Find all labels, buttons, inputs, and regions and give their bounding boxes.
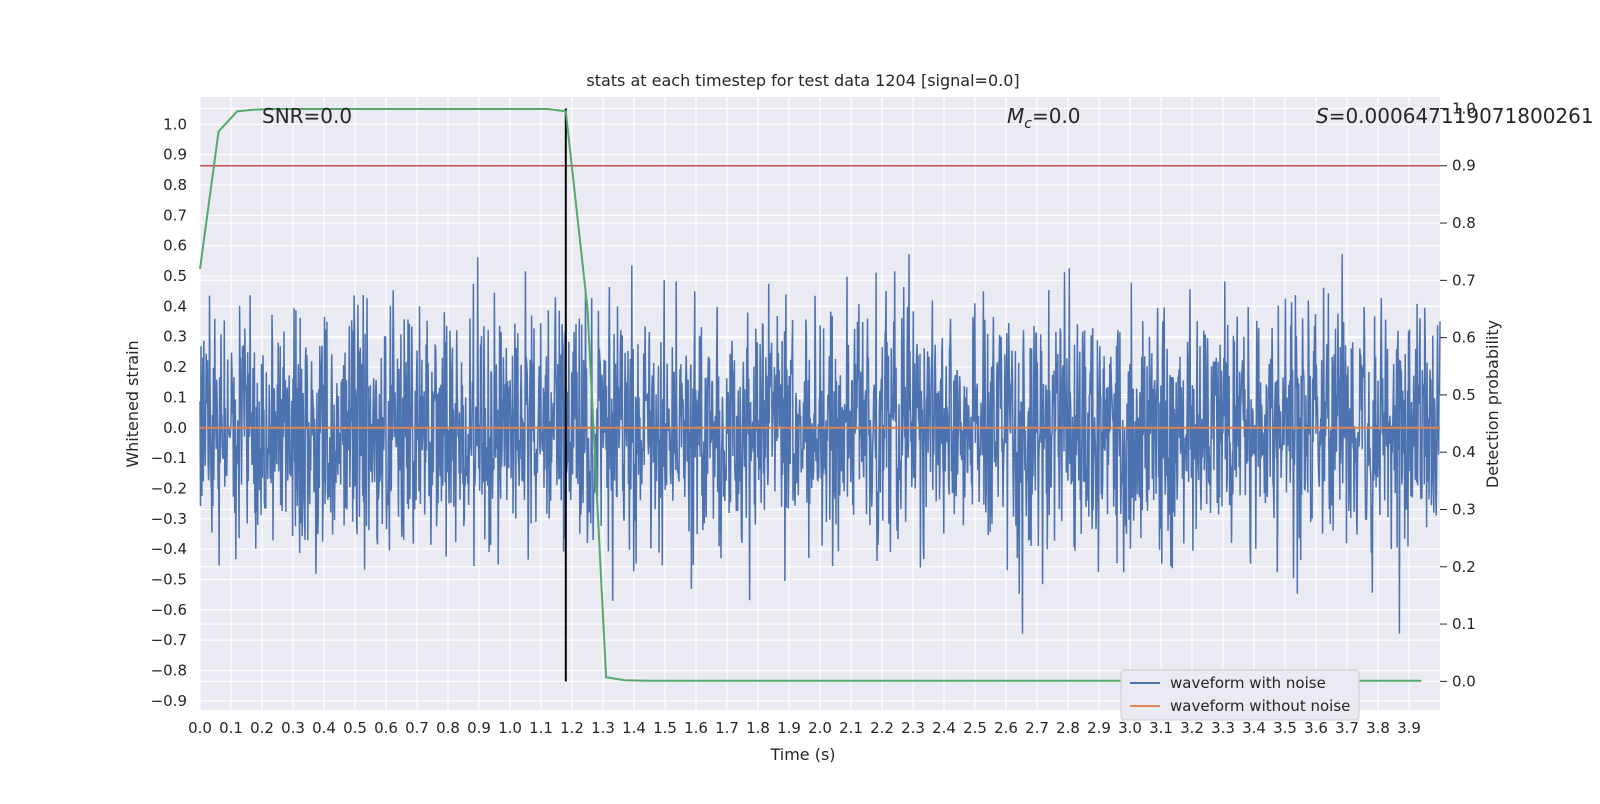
- right-y-tick-labels: 1.0 0.9 0.8 0.7 0.6 0.5 0.4 0.3 0.2 0.1 0.0: [1440, 99, 1476, 690]
- snr-annotation: SNR=0.0: [262, 104, 352, 128]
- x-tick-label: 1.2: [560, 719, 584, 737]
- s-value: =0.000647119071800261: [1329, 104, 1594, 128]
- x-tick-label: 1.1: [529, 719, 553, 737]
- x-tick-labels: 0.0 0.1 0.2 0.3 0.4 0.5 0.6 0.7 0.8 0.9 1.0 1.1 1.2 1…: [188, 719, 1421, 737]
- y-tick-label: −0.6: [151, 601, 187, 619]
- x-tick-label: 0.8: [436, 719, 460, 737]
- y-tick-label: 0.7: [163, 206, 187, 224]
- y-tick-label: 0.8: [163, 176, 187, 194]
- y-tick-label: 0.2: [163, 358, 187, 376]
- y-tick-label: −0.9: [151, 692, 187, 710]
- chirp-mass-subscript: c: [1024, 116, 1032, 132]
- right-y-tick-label: 0.2: [1452, 558, 1476, 576]
- x-tick-label: 2.1: [839, 719, 863, 737]
- chirp-mass-value: =0.0: [1032, 104, 1081, 128]
- x-tick-label: 0.6: [374, 719, 398, 737]
- x-tick-label: 3.3: [1211, 719, 1235, 737]
- series-detection-probability: [199, 108, 1422, 682]
- y-tick-label: 0.0: [163, 419, 187, 437]
- y-tick-label: −0.7: [151, 631, 187, 649]
- x-tick-label: 2.5: [963, 719, 987, 737]
- x-tick-label: 3.1: [1149, 719, 1173, 737]
- x-tick-label: 2.7: [1025, 719, 1049, 737]
- right-y-tick-label: 0.9: [1452, 157, 1476, 175]
- y-tick-label: 0.3: [163, 328, 187, 346]
- x-tick-label: 0.3: [281, 719, 305, 737]
- x-tick-label: 1.3: [591, 719, 615, 737]
- x-tick-label: 2.9: [1087, 719, 1111, 737]
- x-tick-label: 2.4: [932, 719, 956, 737]
- x-tick-label: 2.2: [870, 719, 894, 737]
- chart-title: stats at each timestep for test data 120…: [586, 71, 1019, 90]
- x-tick-label: 3.2: [1180, 719, 1204, 737]
- right-y-tick-label: 0.4: [1452, 443, 1476, 461]
- x-tick-label: 3.8: [1366, 719, 1390, 737]
- x-tick-label: 0.0: [188, 719, 212, 737]
- right-y-tick-label: 0.5: [1452, 386, 1476, 404]
- right-y-tick-label: 0.3: [1452, 500, 1476, 518]
- x-axis-label: Time (s): [769, 745, 835, 764]
- x-tick-label: 3.9: [1397, 719, 1421, 737]
- y-tick-label: −0.3: [151, 510, 187, 528]
- x-tick-label: 3.4: [1242, 719, 1266, 737]
- x-tick-label: 1.8: [746, 719, 770, 737]
- y-tick-label: −0.1: [151, 449, 187, 467]
- x-tick-label: 0.1: [219, 719, 243, 737]
- s-symbol: S: [1316, 104, 1329, 128]
- y-tick-label: 0.1: [163, 388, 187, 406]
- y-tick-labels: 1.0 0.9 0.8 0.7 0.6 0.5 0.4 0.3 0.2 0.1 0.0 −0.1 −0.…: [151, 115, 187, 710]
- y-tick-label: −0.2: [151, 479, 187, 497]
- x-tick-label: 0.5: [343, 719, 367, 737]
- x-tick-label: 1.6: [684, 719, 708, 737]
- x-tick-label: 3.7: [1335, 719, 1359, 737]
- right-y-tick-label: 1.0: [1452, 99, 1476, 117]
- legend-box: [1120, 669, 1360, 721]
- x-tick-label: 3.5: [1273, 719, 1297, 737]
- x-tick-label: 0.2: [250, 719, 274, 737]
- right-y-axis-label: Detection probability: [1483, 320, 1502, 488]
- x-tick-label: 0.9: [467, 719, 491, 737]
- x-tick-label: 3.6: [1304, 719, 1328, 737]
- s-annotation: S=0.000647119071800261: [1316, 104, 1594, 128]
- y-tick-label: 0.6: [163, 237, 187, 255]
- y-tick-label: 1.0: [163, 115, 187, 133]
- y-tick-label: 0.5: [163, 267, 187, 285]
- x-tick-label: 2.8: [1056, 719, 1080, 737]
- y-tick-label: −0.4: [151, 540, 187, 558]
- right-y-tick-label: 0.1: [1452, 615, 1476, 633]
- x-tick-label: 3.0: [1118, 719, 1142, 737]
- x-tick-label: 1.0: [498, 719, 522, 737]
- chirp-mass-annotation: Mc=0.0: [1007, 104, 1081, 132]
- x-tick-label: 1.7: [715, 719, 739, 737]
- right-y-tick-label: 0.8: [1452, 214, 1476, 232]
- y-tick-label: 0.9: [163, 146, 187, 164]
- chirp-mass-symbol: M: [1007, 104, 1024, 128]
- x-tick-label: 1.5: [653, 719, 677, 737]
- x-tick-label: 1.4: [622, 719, 646, 737]
- y-axis-label: Whitened strain: [123, 340, 142, 467]
- x-tick-label: 2.0: [808, 719, 832, 737]
- x-tick-label: 1.9: [777, 719, 801, 737]
- x-tick-label: 0.4: [312, 719, 336, 737]
- series-waveform-with-noise: [199, 254, 1441, 634]
- y-tick-label: −0.8: [151, 662, 187, 680]
- y-tick-label: −0.5: [151, 571, 187, 589]
- right-y-tick-label: 0.6: [1452, 329, 1476, 347]
- legend-label-waveform-with-noise: waveform with noise: [1170, 674, 1326, 692]
- legend-label-waveform-without-noise: waveform without noise: [1170, 697, 1350, 715]
- x-tick-label: 0.7: [405, 719, 429, 737]
- legend: waveform with noise waveform without noi…: [1120, 669, 1360, 721]
- x-tick-label: 2.6: [994, 719, 1018, 737]
- right-y-tick-label: 0.0: [1452, 672, 1476, 690]
- y-tick-label: 0.4: [163, 297, 187, 315]
- x-tick-label: 2.3: [901, 719, 925, 737]
- right-y-tick-label: 0.7: [1452, 271, 1476, 289]
